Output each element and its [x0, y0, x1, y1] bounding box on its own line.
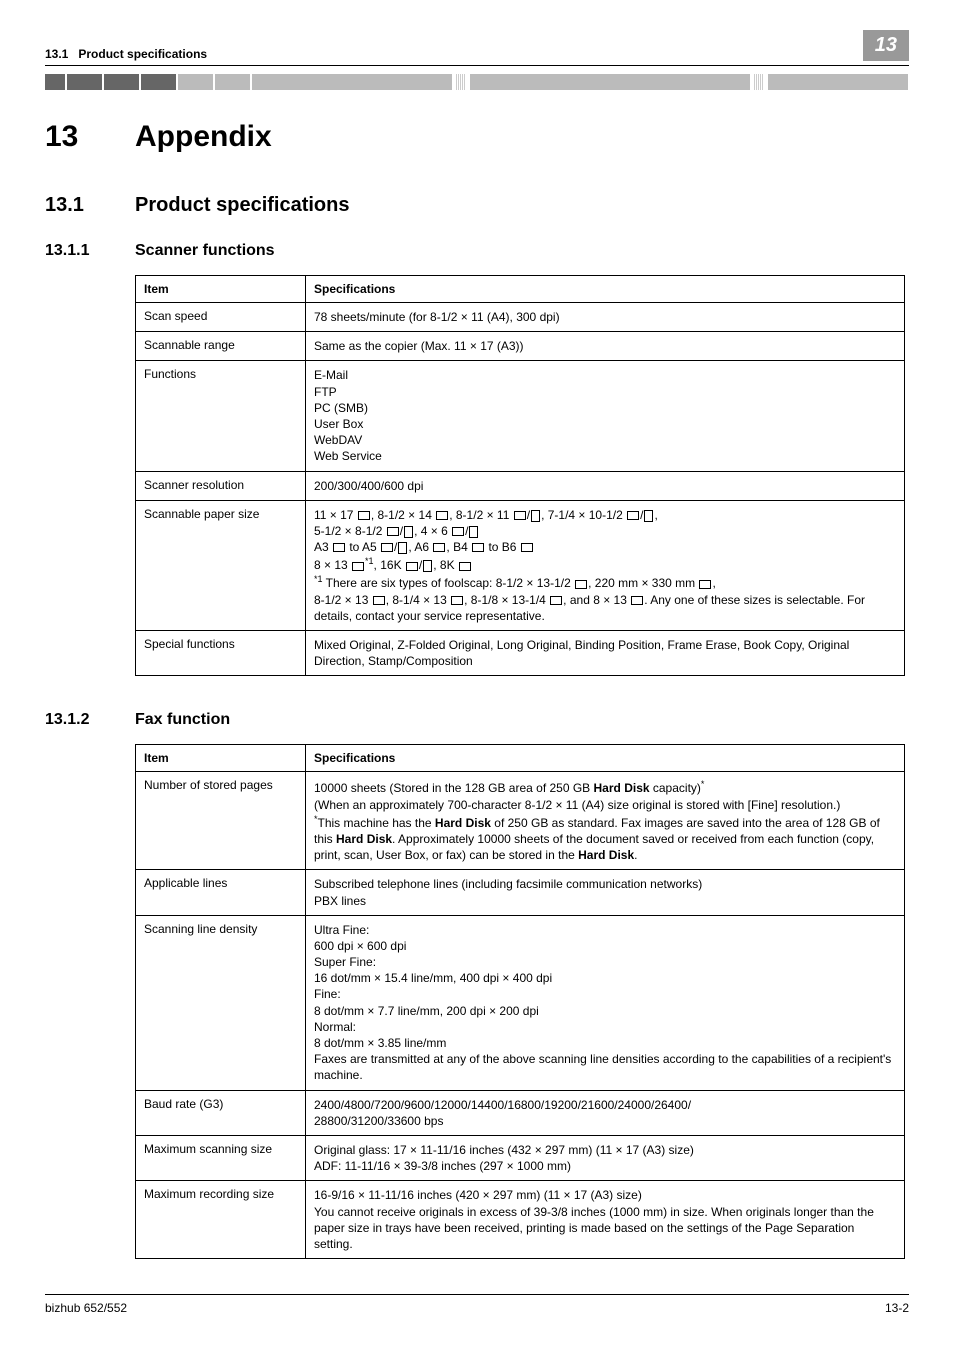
spec-item: Scannable paper size: [136, 500, 306, 630]
footer-left: bizhub 652/552: [45, 1301, 127, 1315]
bar-segment: [470, 74, 750, 90]
bar-segment: [215, 74, 250, 90]
spec-item: Scanner resolution: [136, 471, 306, 500]
bar-segment: [67, 74, 102, 90]
spec-value: 200/300/400/600 dpi: [306, 471, 905, 500]
bar-segment: [252, 74, 452, 90]
fax-spec-table: ItemSpecificationsNumber of stored pages…: [135, 744, 905, 1259]
subsection-title-scanner: Scanner functions: [135, 242, 275, 260]
page-number-box: 13: [863, 30, 909, 61]
spec-item: Applicable lines: [136, 870, 306, 915]
bar-segment: [178, 74, 213, 90]
spec-value: 78 sheets/minute (for 8-1/2 × 11 (A4), 3…: [306, 303, 905, 332]
spec-value: Original glass: 17 × 11-11/16 inches (43…: [306, 1135, 905, 1180]
table-row: Scanner resolution200/300/400/600 dpi: [136, 471, 905, 500]
footer-right: 13-2: [885, 1301, 909, 1315]
spec-value: 11 × 17 , 8-1/2 × 14 , 8-1/2 × 11 /, 7-1…: [306, 500, 905, 630]
table-row: Scannable rangeSame as the copier (Max. …: [136, 332, 905, 361]
subsection-heading-scanner: 13.1.1 Scanner functions: [45, 242, 909, 260]
table-row: Scan speed78 sheets/minute (for 8-1/2 × …: [136, 303, 905, 332]
spec-item: Special functions: [136, 631, 306, 676]
subsection-num-fax: 13.1.2: [45, 711, 135, 729]
bar-segment: [754, 74, 764, 90]
spec-item: Scanning line density: [136, 915, 306, 1090]
chapter-title: Appendix: [135, 120, 272, 154]
table-row: FunctionsE-MailFTPPC (SMB)User BoxWebDAV…: [136, 361, 905, 471]
spec-item: Maximum scanning size: [136, 1135, 306, 1180]
spec-item: Functions: [136, 361, 306, 471]
table-row: Scannable paper size11 × 17 , 8-1/2 × 14…: [136, 500, 905, 630]
bar-segment: [768, 74, 908, 90]
bar-segment: [104, 74, 139, 90]
spec-value: 16-9/16 × 11-11/16 inches (420 × 297 mm)…: [306, 1181, 905, 1259]
table-row: Scanning line densityUltra Fine:600 dpi …: [136, 915, 905, 1090]
spec-value: Ultra Fine:600 dpi × 600 dpiSuper Fine:1…: [306, 915, 905, 1090]
spec-item: Scan speed: [136, 303, 306, 332]
spec-value: Same as the copier (Max. 11 × 17 (A3)): [306, 332, 905, 361]
page-footer: bizhub 652/552 13-2: [45, 1294, 909, 1315]
header-section-title: Product specifications: [78, 47, 207, 61]
spec-item: Scannable range: [136, 332, 306, 361]
chapter-heading: 13 Appendix: [45, 120, 909, 154]
header-section-num: 13.1: [45, 47, 68, 61]
spec-value: E-MailFTPPC (SMB)User BoxWebDAVWeb Servi…: [306, 361, 905, 471]
table-row: Number of stored pages10000 sheets (Stor…: [136, 772, 905, 870]
section-num: 13.1: [45, 194, 135, 217]
table-header: Specifications: [306, 276, 905, 303]
spec-value: Subscribed telephone lines (including fa…: [306, 870, 905, 915]
spec-value: Mixed Original, Z-Folded Original, Long …: [306, 631, 905, 676]
header-section-label: 13.1 Product specifications: [45, 47, 207, 61]
decorative-bar: [45, 74, 909, 90]
table-row: Maximum recording size16-9/16 × 11-11/16…: [136, 1181, 905, 1259]
table-header: Item: [136, 745, 306, 772]
table-row: Maximum scanning sizeOriginal glass: 17 …: [136, 1135, 905, 1180]
section-title: Product specifications: [135, 194, 350, 217]
subsection-title-fax: Fax function: [135, 711, 230, 729]
spec-item: Maximum recording size: [136, 1181, 306, 1259]
spec-item: Baud rate (G3): [136, 1090, 306, 1135]
page-header: 13.1 Product specifications 13: [45, 30, 909, 66]
table-header: Specifications: [306, 745, 905, 772]
bar-segment: [141, 74, 176, 90]
bar-segment: [45, 74, 65, 90]
table-header: Item: [136, 276, 306, 303]
table-row: Applicable linesSubscribed telephone lin…: [136, 870, 905, 915]
scanner-spec-table: ItemSpecificationsScan speed78 sheets/mi…: [135, 275, 905, 676]
spec-item: Number of stored pages: [136, 772, 306, 870]
section-heading: 13.1 Product specifications: [45, 194, 909, 217]
subsection-num-scanner: 13.1.1: [45, 242, 135, 260]
table-row: Baud rate (G3)2400/4800/7200/9600/12000/…: [136, 1090, 905, 1135]
chapter-num: 13: [45, 120, 135, 154]
table-row: Special functionsMixed Original, Z-Folde…: [136, 631, 905, 676]
spec-value: 2400/4800/7200/9600/12000/14400/16800/19…: [306, 1090, 905, 1135]
spec-value: 10000 sheets (Stored in the 128 GB area …: [306, 772, 905, 870]
bar-segment: [456, 74, 466, 90]
subsection-heading-fax: 13.1.2 Fax function: [45, 711, 909, 729]
